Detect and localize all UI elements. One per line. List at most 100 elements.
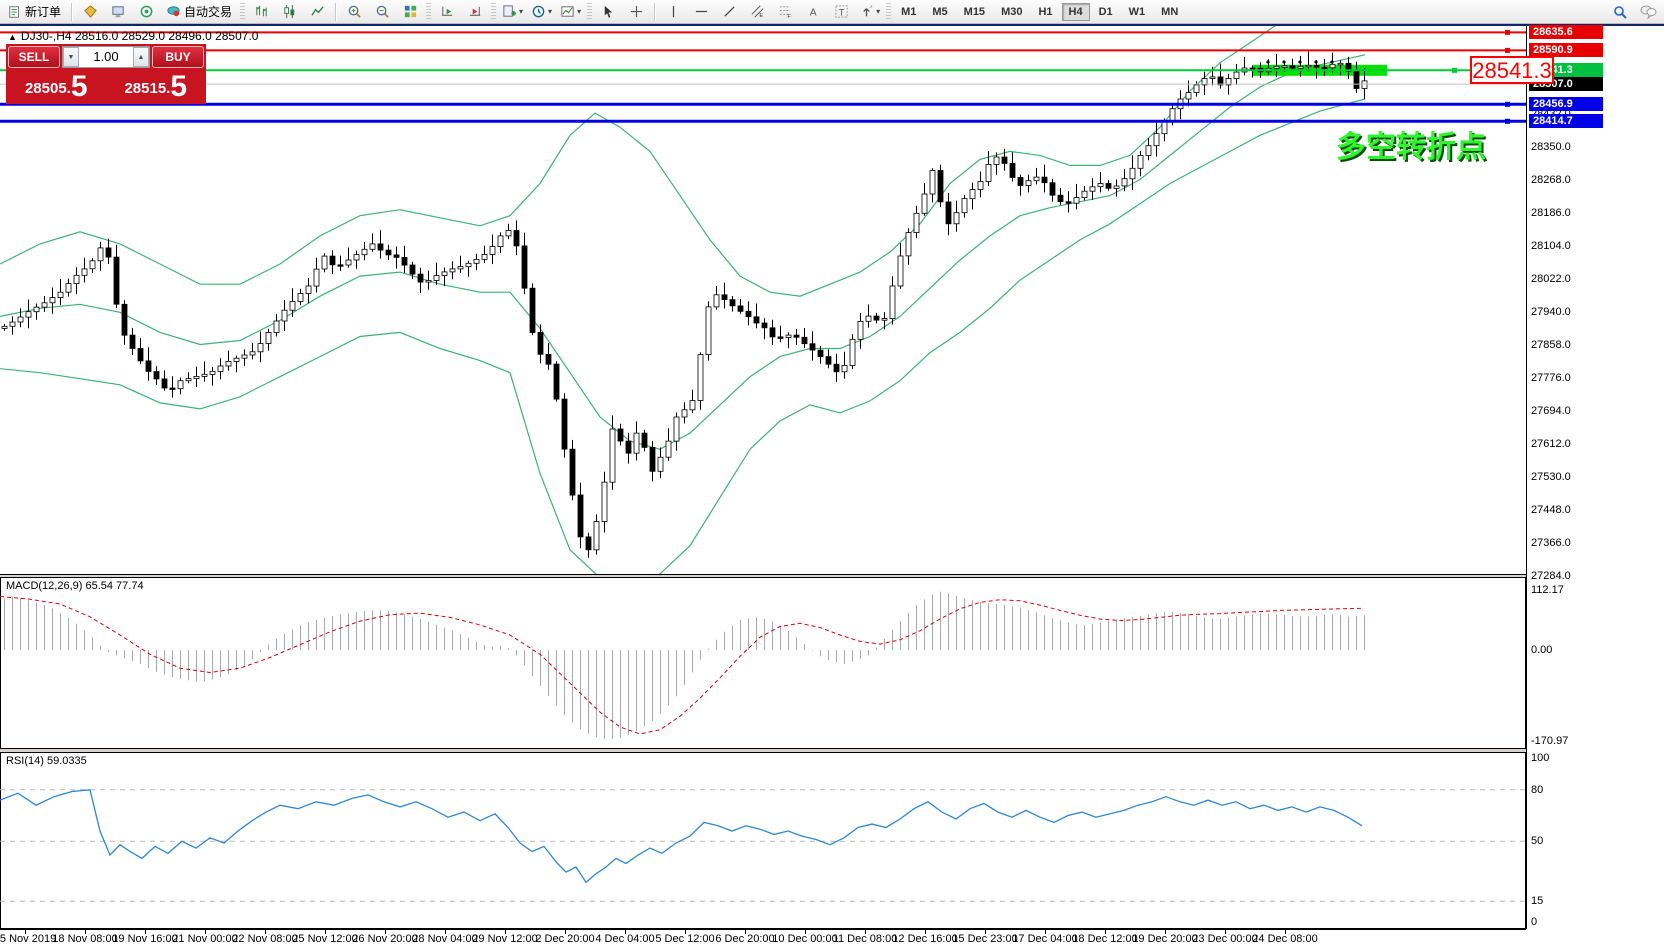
channel-icon: E	[751, 5, 764, 19]
buy-button[interactable]: BUY	[152, 46, 204, 68]
time-tick-label: 2 Dec 20:00	[535, 933, 595, 945]
pane-splitter[interactable]	[0, 575, 1664, 577]
buy-price[interactable]: 28515. 5	[107, 70, 204, 102]
chart-title: ▲ DJ30-,H4 28516.0 28529.0 28496.0 28507.…	[8, 29, 259, 43]
timeframe-h1-button[interactable]: H1	[1031, 3, 1059, 21]
dropdown-arrow-icon: ▾	[548, 7, 553, 16]
toolbar-handle	[240, 2, 246, 21]
signal-icon	[140, 5, 152, 18]
price-tick-label: 28186.0	[1531, 207, 1571, 219]
bar-chart-button[interactable]	[248, 1, 274, 23]
sell-price[interactable]: 28505. 5	[8, 70, 105, 102]
timeframe-mn-button[interactable]: MN	[1154, 3, 1185, 21]
arrows-icon	[863, 5, 873, 17]
chart-shift-button[interactable]	[462, 1, 488, 23]
price-tick-label: 27612.0	[1531, 438, 1571, 450]
time-tick-label: 12 Dec 16:00	[892, 933, 958, 945]
time-tick-mark	[445, 930, 446, 934]
zoom-in-button[interactable]	[341, 1, 367, 23]
bollinger-upper	[0, 26, 1277, 297]
indicators-button[interactable]: ▾	[499, 1, 526, 23]
time-tick-mark	[1165, 930, 1166, 934]
price-tick-label: 27284.0	[1531, 570, 1571, 582]
macd-axis-label: 112.17	[1531, 584, 1564, 596]
text-label-button[interactable]: T	[828, 1, 854, 23]
timeframe-m5-button[interactable]: M5	[925, 3, 954, 21]
new-order-icon	[9, 5, 19, 18]
chat-button[interactable]	[1635, 1, 1661, 23]
time-tick-mark	[1045, 930, 1046, 934]
volume-decrease-button[interactable]: ▼	[63, 47, 79, 67]
rsi-axis-label: 15	[1531, 895, 1544, 907]
horizontal-line-button[interactable]	[688, 1, 714, 23]
time-tick-mark	[205, 930, 206, 934]
tile-windows-button[interactable]	[397, 1, 423, 23]
timeframe-m30-button[interactable]: M30	[994, 3, 1029, 21]
zoom-out-button[interactable]	[369, 1, 395, 23]
chart-symbol-marker-icon: ▲	[8, 32, 17, 42]
volume-increase-button[interactable]: ▲	[133, 47, 149, 67]
pane-splitter[interactable]	[0, 749, 1664, 752]
candlestick-chart-button[interactable]	[276, 1, 302, 23]
fibonacci-button[interactable]: F	[772, 1, 798, 23]
crosshair-button[interactable]	[623, 1, 649, 23]
auto-scroll-button[interactable]	[434, 1, 460, 23]
chart-shift-icon	[469, 6, 480, 16]
price-level-label: 28456.9	[1529, 97, 1603, 111]
time-tick-mark	[865, 930, 866, 934]
sell-price-dot: .	[66, 80, 71, 97]
market-button[interactable]	[77, 1, 103, 23]
time-tick-label: 21 Nov 00:00	[172, 933, 238, 945]
search-icon	[1614, 5, 1627, 19]
timeframe-m1-button[interactable]: M1	[894, 3, 923, 21]
templates-button[interactable]: ▾	[557, 1, 584, 23]
rsi-label: RSI(14) 59.0335	[6, 755, 87, 767]
new-order-button[interactable]: 新订单	[3, 1, 66, 23]
volume-value[interactable]: 1.00	[79, 47, 133, 67]
separator	[71, 2, 73, 21]
price-axis[interactable]: 28432.028350.028268.028186.028104.028022…	[1526, 25, 1664, 929]
auto-trading-button[interactable]: 自动交易	[161, 1, 237, 23]
svg-text:A: A	[809, 7, 816, 18]
timeframe-h4-button[interactable]: H4	[1061, 2, 1090, 21]
timeframe-m15-button[interactable]: M15	[957, 3, 992, 21]
buy-price-dot: .	[166, 80, 171, 97]
macd-indicator-pane[interactable]	[0, 577, 1526, 749]
periods-button[interactable]: ▾	[528, 1, 555, 23]
chart-window-top-border	[0, 24, 1664, 26]
svg-text:T: T	[838, 7, 844, 17]
bollinger-middle	[0, 54, 1366, 450]
time-tick-label: 28 Nov 04:00	[412, 933, 478, 945]
price-tick-label: 27366.0	[1531, 537, 1571, 549]
dropdown-arrow-icon: ▾	[519, 7, 524, 16]
time-tick-label: 6 Dec 20:00	[715, 933, 775, 945]
toolbar-handle	[491, 2, 497, 21]
trendline-button[interactable]	[716, 1, 742, 23]
text-button[interactable]: A	[800, 1, 826, 23]
auto-scroll-icon	[441, 6, 452, 16]
macd-axis-label: -170.97	[1531, 735, 1569, 747]
time-tick-mark	[325, 930, 326, 934]
toolbar-handle	[886, 2, 892, 21]
equidistant-channel-button[interactable]: E	[744, 1, 770, 23]
timeframe-group: M1 M5 M15 M30 H1 H4 D1 W1 MN	[893, 2, 1186, 21]
timeframe-d1-button[interactable]: D1	[1092, 3, 1120, 21]
cursor-button[interactable]	[595, 1, 621, 23]
search-button[interactable]	[1607, 1, 1633, 23]
terminal-button[interactable]	[105, 1, 131, 23]
time-tick-mark	[1285, 930, 1286, 934]
line-chart-button[interactable]	[304, 1, 330, 23]
price-chart-pane[interactable]	[0, 26, 1526, 575]
price-level-label: 28414.7	[1529, 114, 1603, 128]
clock-icon	[532, 5, 545, 18]
price-tick-label: 27694.0	[1531, 405, 1571, 417]
shapes-button[interactable]: ▾	[856, 1, 883, 23]
rsi-indicator-pane[interactable]	[0, 752, 1526, 929]
sell-button[interactable]: SELL	[8, 46, 60, 68]
time-axis[interactable]: 15 Nov 2019 18 Nov 08:00 19 Nov 16:00 21 No…	[0, 929, 1526, 945]
timeframe-w1-button[interactable]: W1	[1122, 3, 1153, 21]
signals-button[interactable]	[133, 1, 159, 23]
vertical-line-button[interactable]	[660, 1, 686, 23]
new-order-label: 新订单	[25, 5, 62, 19]
